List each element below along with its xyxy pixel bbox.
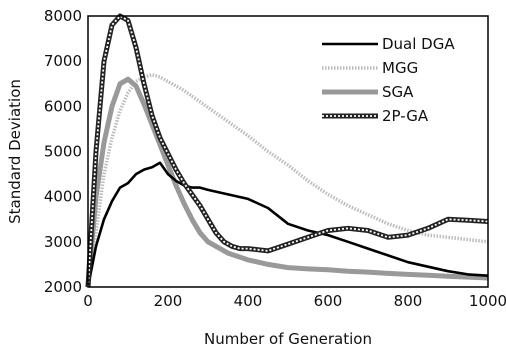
series-layer bbox=[85, 13, 489, 288]
x-tick-label: 400 bbox=[234, 292, 263, 310]
y-tick-label: 2000 bbox=[44, 278, 82, 296]
x-tick-label: 0 bbox=[83, 292, 93, 310]
series-line bbox=[85, 13, 489, 288]
legend: Dual DGA MGG SGA 2P-GA bbox=[322, 35, 455, 125]
legend-label: Dual DGA bbox=[382, 35, 455, 53]
series-line bbox=[85, 76, 489, 288]
y-axis-label: Standard Deviation bbox=[6, 79, 24, 224]
y-axis-label-group: Standard Deviation bbox=[6, 79, 24, 224]
series-0 bbox=[86, 161, 489, 288]
series-1 bbox=[86, 72, 489, 288]
series-3 bbox=[85, 13, 489, 288]
legend-item: Dual DGA bbox=[322, 35, 455, 53]
y-tick-label: 3000 bbox=[44, 233, 82, 251]
legend-item: SGA bbox=[322, 83, 414, 101]
legend-label: 2P-GA bbox=[382, 107, 429, 125]
series-line bbox=[86, 161, 489, 288]
legend-label: MGG bbox=[382, 59, 418, 77]
y-tick-label: 4000 bbox=[44, 188, 82, 206]
series-line bbox=[86, 72, 489, 288]
x-tick-label: 600 bbox=[314, 292, 343, 310]
x-tick-label: 200 bbox=[154, 292, 183, 310]
y-tick-label: 7000 bbox=[44, 52, 82, 70]
series-line bbox=[87, 15, 489, 288]
series-2 bbox=[85, 76, 489, 288]
x-tick-label: 1000 bbox=[469, 292, 506, 310]
y-tick-label: 6000 bbox=[44, 97, 82, 115]
plot-frame bbox=[87, 15, 489, 288]
tick-labels: 2000 3000 4000 5000 6000 7000 8000 0 200 400 600 80… bbox=[44, 7, 506, 310]
x-axis-label: Number of Generation bbox=[204, 330, 372, 348]
legend-label: SGA bbox=[382, 83, 414, 101]
y-tick-label: 8000 bbox=[44, 7, 82, 25]
legend-item: MGG bbox=[322, 59, 418, 77]
legend-item: 2P-GA bbox=[322, 107, 429, 125]
x-tick-label: 800 bbox=[394, 292, 423, 310]
y-tick-label: 5000 bbox=[44, 143, 82, 161]
